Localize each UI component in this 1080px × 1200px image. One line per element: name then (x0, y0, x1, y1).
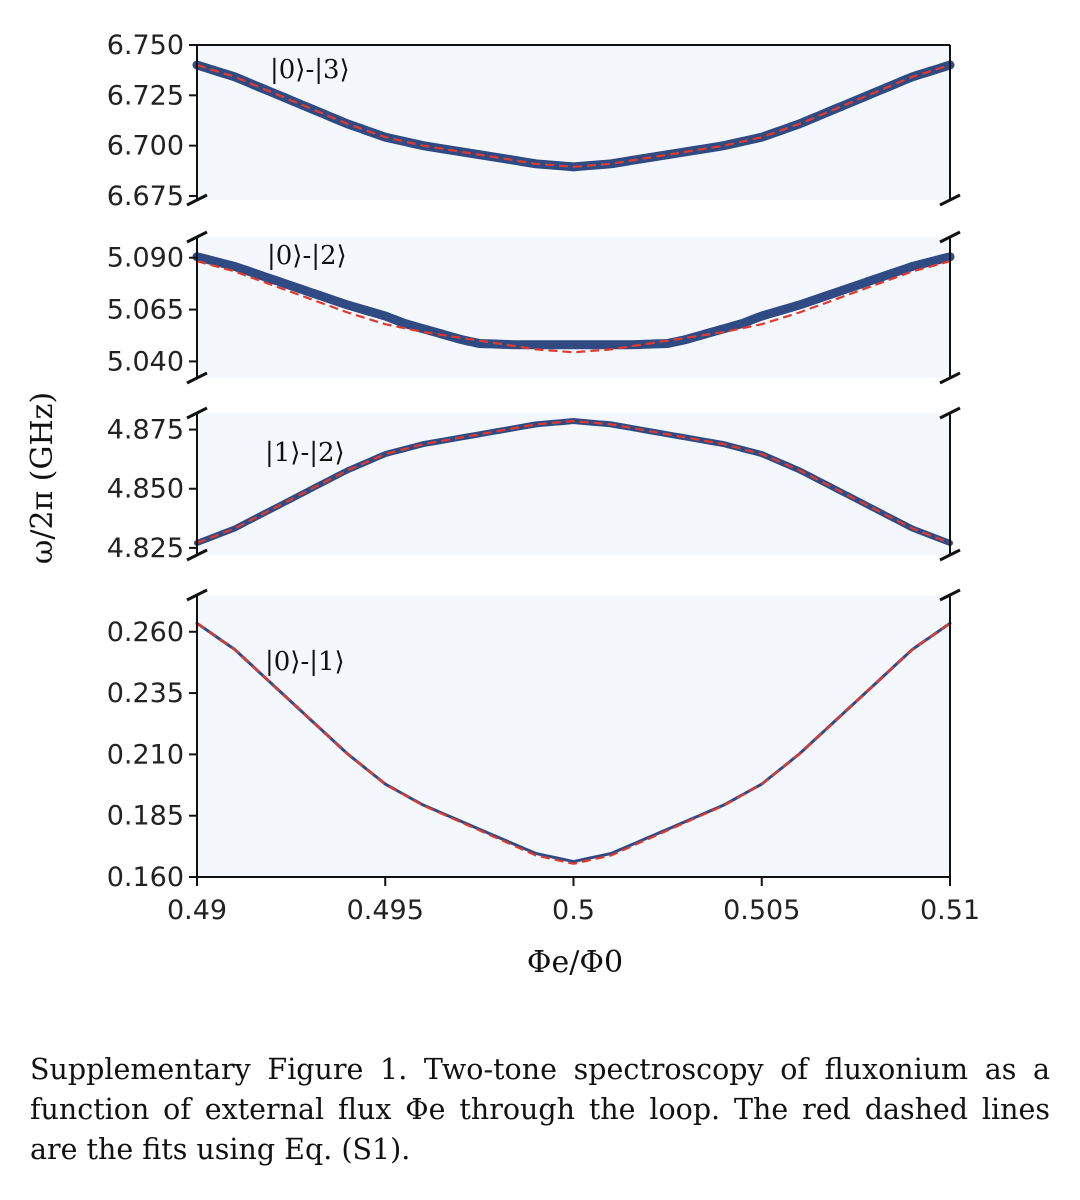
y-tick-label: 0.235 (107, 678, 184, 709)
y-tick-label: 4.875 (107, 415, 184, 446)
panel-1: 6.675 6.700 6.725 6.750 |0⟩-|3⟩ (107, 30, 961, 212)
x-tick-label: 0.51 (920, 895, 980, 926)
fit-series-4 (196, 622, 951, 865)
y-tick-label: 5.090 (107, 243, 184, 274)
figure-caption: Supplementary Figure 1. Two-tone spectro… (30, 1050, 1050, 1170)
y-tick-label: 6.675 (107, 181, 184, 212)
y-tick-label: 4.850 (107, 474, 184, 505)
break-mark (186, 406, 208, 420)
data-series-4 (195, 621, 952, 864)
x-tick-label: 0.5 (552, 895, 595, 926)
panel-label: |0⟩-|2⟩ (267, 241, 347, 271)
fit-series-3 (196, 419, 951, 545)
y-tick-label: 6.725 (107, 80, 184, 111)
break-mark (939, 193, 961, 207)
panel-background (197, 45, 950, 200)
panel-background (197, 595, 950, 877)
panel-4: 0.160 0.185 0.210 0.235 0.260 |0⟩-|1⟩ (107, 588, 961, 893)
y-tick-label: 0.260 (107, 617, 184, 648)
panel-2: 5.040 5.065 5.090 |0⟩-|2⟩ (107, 230, 961, 385)
break-mark (186, 230, 208, 244)
panel-label: |0⟩-|1⟩ (265, 647, 345, 677)
caption-label: Supplementary Figure 1. (30, 1053, 408, 1086)
break-mark (939, 406, 961, 420)
break-mark (186, 548, 208, 562)
y-tick-label: 0.185 (107, 801, 184, 832)
caption-text: Two-tone spectroscopy of fluxonium as a … (30, 1053, 1051, 1166)
y-tick-label: 4.825 (107, 533, 184, 564)
y-tick-label: 5.065 (107, 295, 184, 326)
panel-background (197, 413, 950, 555)
break-mark (939, 548, 961, 562)
fit-series-2 (196, 260, 951, 354)
x-tick-label: 0.49 (167, 895, 227, 926)
break-mark (186, 371, 208, 385)
fit-series-1 (196, 63, 951, 168)
y-tick-label: 0.160 (107, 862, 184, 893)
x-axis: 0.49 0.495 0.5 0.505 0.51 (167, 877, 980, 926)
y-tick-label: 6.700 (107, 131, 184, 162)
y-tick-label: 6.750 (107, 30, 184, 61)
y-tick-label: 0.210 (107, 739, 184, 770)
panel-label: |1⟩-|2⟩ (265, 438, 345, 468)
break-mark (939, 230, 961, 244)
break-mark (186, 588, 208, 602)
y-axis-label: ω/2π (GHz) (25, 392, 60, 564)
chart-panels: 6.6756.7006.7256.750|0⟩-|3⟩5.0405.0655.0… (107, 30, 961, 893)
panel-background (197, 237, 950, 378)
panel-label: |0⟩-|3⟩ (270, 55, 350, 85)
break-mark (939, 588, 961, 602)
break-mark (939, 371, 961, 385)
x-tick-label: 0.505 (723, 895, 800, 926)
y-tick-label: 5.040 (107, 346, 184, 377)
x-axis-label: Φe/Φ0 (527, 945, 623, 980)
x-tick-label: 0.495 (347, 895, 424, 926)
break-mark (186, 193, 208, 207)
data-series-2 (192, 252, 955, 350)
panel-3: 4.825 4.850 4.875 |1⟩-|2⟩ (107, 406, 961, 564)
chart-figure: 6.6756.7006.7256.750|0⟩-|3⟩5.0405.0655.0… (25, 30, 980, 980)
